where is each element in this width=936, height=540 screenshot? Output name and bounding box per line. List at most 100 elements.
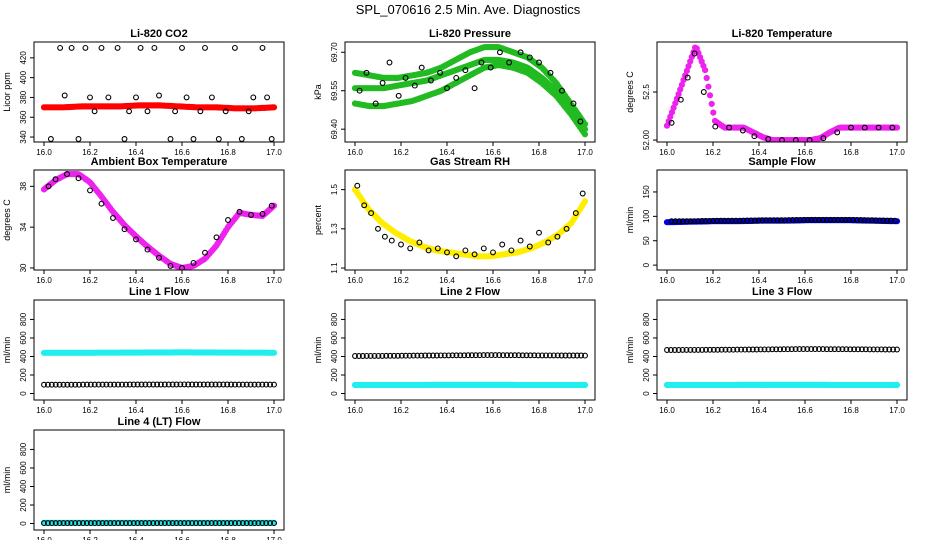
data-point xyxy=(453,74,460,81)
y-axis-label: ml/min xyxy=(2,337,12,364)
data-point xyxy=(710,217,717,224)
x-tick-label: 17.0 xyxy=(889,276,905,285)
data-point xyxy=(717,217,724,224)
data-point xyxy=(668,119,675,126)
data-point xyxy=(355,353,362,359)
series-lower xyxy=(41,381,277,388)
y-tick-label: 52.5 xyxy=(642,84,651,100)
data-point xyxy=(144,108,151,115)
data-point xyxy=(751,133,758,140)
y-tick-label: 34 xyxy=(19,222,28,231)
data-point xyxy=(103,520,110,527)
y-tick-label: 69.55 xyxy=(330,80,339,101)
y-tick-label: 69.70 xyxy=(330,42,339,63)
data-point xyxy=(800,216,807,223)
data-point xyxy=(848,124,854,131)
x-tick-label: 16.6 xyxy=(485,148,501,157)
data-point xyxy=(154,520,161,527)
data-point xyxy=(759,217,766,224)
data-point xyxy=(119,520,125,527)
data-point xyxy=(177,520,184,527)
data-point xyxy=(562,352,569,359)
data-point xyxy=(103,381,110,388)
data-point xyxy=(725,217,732,224)
data-point xyxy=(228,520,235,527)
y-tick-label: 50 xyxy=(642,236,651,245)
data-point xyxy=(434,245,441,252)
data-point xyxy=(819,346,826,353)
data-point xyxy=(114,44,121,51)
data-point xyxy=(391,352,397,359)
data-point xyxy=(68,44,75,51)
y-axis-label: degrees C xyxy=(2,199,12,241)
x-tick-label: 16.6 xyxy=(797,406,813,415)
data-point xyxy=(216,520,223,527)
panel-9: Line 3 Flow ml/min 16.0 16.2 16.4 16.6 16.8 17.… xyxy=(625,286,908,415)
data-point xyxy=(173,520,180,527)
data-point xyxy=(726,346,733,353)
data-point xyxy=(402,352,409,359)
data-point xyxy=(263,381,270,388)
x-tick-label: 16.8 xyxy=(220,276,236,285)
data-point xyxy=(831,216,838,223)
data-point xyxy=(721,217,728,224)
y-tick-label: 0 xyxy=(330,391,339,396)
data-point xyxy=(154,381,161,388)
y-tick-label: 800 xyxy=(19,312,28,326)
data-point xyxy=(838,216,845,223)
data-point xyxy=(823,346,830,353)
plot-area xyxy=(351,352,589,389)
x-tick-label: 16.2 xyxy=(705,276,721,285)
data-point xyxy=(64,171,70,178)
data-point xyxy=(379,352,386,359)
panel-6: Sample Flow ml/min 16.0 16.2 16.4 16.6 16.8 17.… xyxy=(625,156,908,285)
data-point xyxy=(779,137,785,142)
data-point xyxy=(99,381,106,388)
data-point xyxy=(98,44,105,51)
x-tick-label: 16.0 xyxy=(36,536,52,540)
x-tick-label: 16.4 xyxy=(128,536,144,540)
data-point xyxy=(702,218,709,224)
data-point xyxy=(572,210,579,217)
data-point xyxy=(478,59,485,66)
data-point xyxy=(416,239,423,246)
data-point xyxy=(687,346,694,353)
data-point xyxy=(539,352,546,359)
data-point xyxy=(835,346,842,353)
data-point xyxy=(368,210,375,217)
data-point xyxy=(422,352,429,359)
data-point xyxy=(519,352,526,359)
data-point xyxy=(64,381,71,388)
x-tick-label: 16.6 xyxy=(485,276,501,285)
data-point xyxy=(718,346,725,353)
x-tick-label: 17.0 xyxy=(577,406,593,415)
y-tick-label: 200 xyxy=(330,368,339,382)
data-point xyxy=(755,217,762,224)
series-sampled xyxy=(356,49,584,125)
data-point xyxy=(504,352,510,359)
data-point xyxy=(44,520,51,527)
data-point xyxy=(703,74,710,82)
x-tick-label: 16.0 xyxy=(347,276,363,285)
panel-title: Sample Flow xyxy=(748,156,816,168)
data-point xyxy=(748,217,754,224)
data-point xyxy=(761,346,768,353)
x-tick-label: 16.0 xyxy=(36,276,52,285)
data-point xyxy=(789,217,796,223)
data-point xyxy=(535,352,542,359)
data-point xyxy=(476,352,483,359)
data-point xyxy=(263,520,270,527)
data-point xyxy=(858,346,865,353)
data-point xyxy=(126,108,133,115)
y-tick-label: 200 xyxy=(19,368,28,382)
data-point xyxy=(196,381,203,388)
data-point xyxy=(445,352,452,359)
data-point xyxy=(862,346,869,353)
y-tick-label: 150 xyxy=(642,185,651,199)
x-tick-label: 16.2 xyxy=(393,148,409,157)
data-point xyxy=(115,381,122,388)
plot-frame xyxy=(33,299,285,401)
data-point xyxy=(742,346,748,353)
data-point xyxy=(581,381,589,389)
